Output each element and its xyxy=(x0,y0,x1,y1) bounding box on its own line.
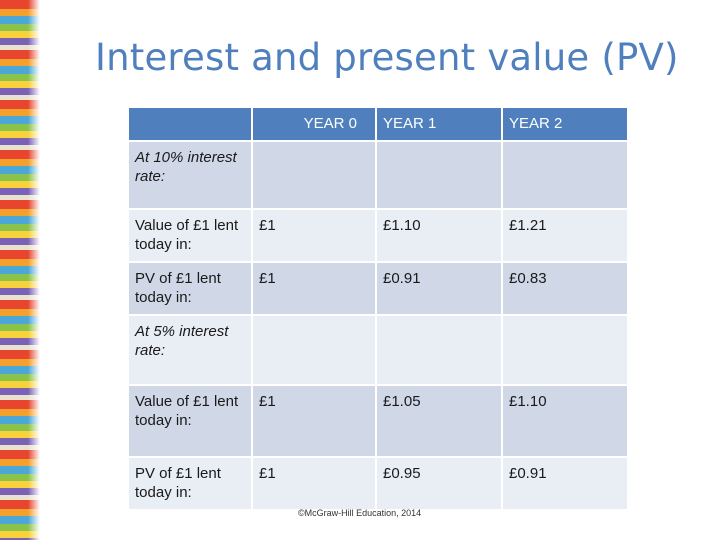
row-label: At 10% interest rate: xyxy=(127,139,253,210)
row-label: Value of £1 lent today in: xyxy=(127,383,253,458)
header-blank xyxy=(127,106,253,142)
cell-year-2 xyxy=(501,139,629,210)
interest-table: YEAR 0 YEAR 1 YEAR 2 At 10% interest rat… xyxy=(127,106,629,511)
cell-year-2 xyxy=(501,313,629,386)
table-row: Value of £1 lent today in: £1 £1.10 £1.2… xyxy=(127,207,629,263)
cell-year-2: £0.83 xyxy=(501,260,629,316)
table-row: PV of £1 lent today in: £1 £0.91 £0.83 xyxy=(127,260,629,316)
table-row: Value of £1 lent today in: £1 £1.05 £1.1… xyxy=(127,383,629,458)
header-year-0: YEAR 0 xyxy=(251,106,377,142)
header-year-1: YEAR 1 xyxy=(375,106,503,142)
cell-year-0 xyxy=(251,313,377,386)
row-label: At 5% interest rate: xyxy=(127,313,253,386)
cell-year-1: £1.10 xyxy=(375,207,503,263)
cell-year-2: £1.10 xyxy=(501,383,629,458)
cell-year-1: £0.91 xyxy=(375,260,503,316)
table-header-row: YEAR 0 YEAR 1 YEAR 2 xyxy=(127,106,629,142)
slide-title: Interest and present value (PV) xyxy=(95,36,679,79)
cell-year-2: £1.21 xyxy=(501,207,629,263)
row-label: PV of £1 lent today in: xyxy=(127,260,253,316)
cell-year-1: £0.95 xyxy=(375,455,503,511)
cell-year-0: £1 xyxy=(251,383,377,458)
cell-year-1 xyxy=(375,139,503,210)
cell-year-2: £0.91 xyxy=(501,455,629,511)
cell-year-1: £1.05 xyxy=(375,383,503,458)
header-year-2: YEAR 2 xyxy=(501,106,629,142)
table-row: At 10% interest rate: xyxy=(127,139,629,210)
cell-year-1 xyxy=(375,313,503,386)
copyright-footer: ©McGraw-Hill Education, 2014 xyxy=(298,508,422,518)
cell-year-0: £1 xyxy=(251,207,377,263)
cell-year-0 xyxy=(251,139,377,210)
table-row: At 5% interest rate: xyxy=(127,313,629,386)
row-label: Value of £1 lent today in: xyxy=(127,207,253,263)
cell-year-0: £1 xyxy=(251,455,377,511)
row-label: PV of £1 lent today in: xyxy=(127,455,253,511)
cell-year-0: £1 xyxy=(251,260,377,316)
decorative-stripes xyxy=(0,0,40,540)
table-row: PV of £1 lent today in: £1 £0.95 £0.91 xyxy=(127,455,629,511)
